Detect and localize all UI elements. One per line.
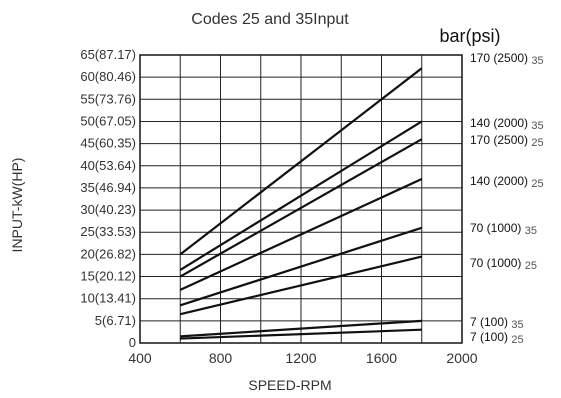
series-label: 70 (1000) 35 [470,221,537,237]
series-line [180,328,422,340]
y-tick-label: 10(13.41) [80,291,136,306]
plot-frame [139,54,463,344]
series-label: 170 (2500) 35 [470,51,544,67]
series-line [179,226,423,307]
x-tick-labels: 400 800 1200 1600 2000 [128,350,477,366]
series-line [180,319,422,338]
series-line [179,120,423,271]
chart-title: Codes 25 and 35Input [191,11,349,28]
series-label: 140 (2000) 25 [470,174,544,190]
x-axis-label: SPEED-RPM [248,377,331,393]
x-tick-label: 400 [128,350,152,366]
y-axis-label: INPUT-kW(HP) [9,158,25,253]
series-label: 140 (2000) 35 [470,116,544,132]
y-tick-label: 25(33.53) [80,224,136,239]
series-line [179,138,423,278]
y-tick-label: 65(87.17) [80,47,136,62]
y-tick-label: 55(73.76) [80,91,136,106]
y-tick-label: 50(67.05) [80,113,136,128]
y-tick-label: 40(53.64) [80,158,136,173]
series-label: 170 (2500) 25 [470,133,544,149]
series-line [179,67,423,256]
series-line [179,178,423,291]
y-tick-label: 0 [129,335,136,350]
y-tick-label: 20(26.82) [80,246,136,261]
series-label: 7 (100) 25 [470,330,524,346]
y-tick-label: 35(46.94) [80,180,136,195]
grid [140,55,462,343]
y-tick-label: 30(40.23) [80,202,136,217]
y-tick-label: 15(20.12) [80,269,136,284]
y-tick-label: 45(60.35) [80,136,136,151]
y-tick-label: 5(6.71) [95,313,136,328]
unit-label: bar(psi) [439,26,500,46]
x-tick-label: 2000 [446,350,477,366]
x-tick-label: 800 [209,350,233,366]
series-lines [179,67,423,340]
y-tick-labels: 0 5(6.71) 10(13.41) 15(20.12) 20(26.82) 25(33… [80,47,136,350]
x-tick-label: 1200 [285,350,316,366]
series-label: 7 (100) 35 [470,315,524,331]
x-tick-label: 1600 [366,350,397,366]
y-tick-label: 60(80.46) [80,69,136,84]
series-line [179,255,423,316]
series-label: 70 (1000) 25 [470,256,537,272]
